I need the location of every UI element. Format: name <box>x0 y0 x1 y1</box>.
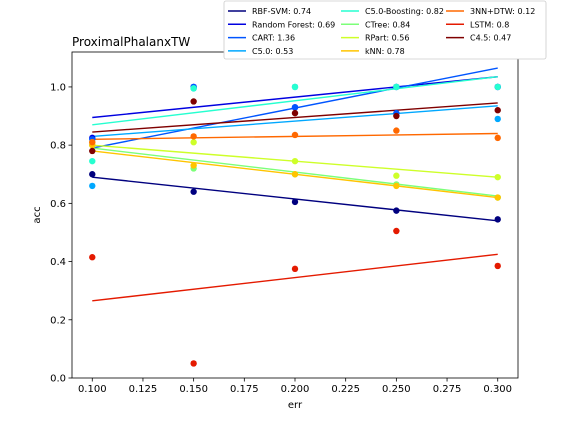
data-point <box>89 139 96 146</box>
data-point <box>494 134 501 142</box>
data-point <box>89 147 96 155</box>
y-axis: 0.0 0.2 0.4 0.6 0.8 1.0 <box>50 82 72 385</box>
plot-area <box>89 67 501 367</box>
x-tick-label: 0.275 <box>433 384 462 395</box>
trend-line <box>92 76 498 126</box>
legend-label: kNN: 0.78 <box>365 47 405 56</box>
data-point <box>291 109 299 117</box>
legend-label: C5.0-Boosting: 0.82 <box>365 7 444 16</box>
trend-line <box>92 102 498 133</box>
data-point <box>494 83 501 91</box>
data-point <box>89 171 96 178</box>
legend-label: RPart: 0.56 <box>365 34 409 43</box>
data-point <box>494 262 501 270</box>
x-axis: 0.100 0.125 0.150 0.175 0.200 0.225 0.250 0.275… <box>78 378 512 395</box>
data-point <box>291 83 299 91</box>
y-tick-label: 0.0 <box>50 374 66 385</box>
legend-label: LSTM: 0.8 <box>470 20 509 29</box>
data-point <box>291 104 299 111</box>
data-point <box>190 85 197 92</box>
x-tick-label: 0.175 <box>230 384 259 395</box>
data-point <box>190 188 197 195</box>
data-point <box>190 139 197 146</box>
data-point <box>494 216 501 223</box>
data-point <box>190 360 197 367</box>
data-point <box>494 173 501 181</box>
x-tick-label: 0.150 <box>179 384 208 395</box>
legend-label: C5.0: 0.53 <box>252 47 293 56</box>
data-point <box>393 112 400 120</box>
data-point <box>393 227 400 235</box>
chart-title: ProximalPhalanxTW <box>72 35 190 49</box>
data-point <box>190 162 197 169</box>
y-axis-label: acc <box>32 206 43 223</box>
data-point <box>494 107 501 114</box>
trend-line <box>92 76 498 119</box>
trend-line <box>92 253 498 302</box>
data-point <box>393 127 400 134</box>
y-tick-label: 0.8 <box>50 141 66 152</box>
data-point <box>494 194 501 201</box>
legend-label: CTree: 0.84 <box>365 20 410 29</box>
x-tick-label: 0.225 <box>331 384 360 395</box>
x-tick-label: 0.300 <box>483 384 512 395</box>
x-tick-label: 0.250 <box>382 384 411 395</box>
data-point <box>291 265 299 273</box>
legend-label: CART: 1.36 <box>252 34 295 43</box>
legend-label: Random Forest: 0.69 <box>252 20 335 29</box>
legend-label: RBF-SVM: 0.74 <box>252 7 311 16</box>
data-point <box>494 115 501 123</box>
y-tick-label: 1.0 <box>50 82 66 93</box>
data-point <box>190 98 197 105</box>
legend: RBF-SVM: 0.74 Random Forest: 0.69 CART: 1.… <box>223 0 547 60</box>
legend-label: C4.5: 0.47 <box>470 34 511 43</box>
trend-line <box>92 105 498 138</box>
data-point <box>291 171 299 178</box>
data-point <box>89 254 96 261</box>
x-tick-label: 0.200 <box>281 384 310 395</box>
x-axis-label: err <box>288 400 303 411</box>
x-tick-label: 0.125 <box>129 384 158 395</box>
legend-frame <box>223 0 547 60</box>
data-point <box>393 83 400 91</box>
legend-label: 3NN+DTW: 0.12 <box>470 7 535 16</box>
data-point <box>89 182 96 190</box>
data-point <box>291 198 299 206</box>
x-tick-label: 0.100 <box>78 384 107 395</box>
data-point <box>291 157 299 165</box>
data-point <box>393 207 400 214</box>
data-point <box>291 131 299 139</box>
data-point <box>190 133 197 140</box>
data-point <box>393 172 400 179</box>
data-point <box>89 157 96 165</box>
data-point <box>393 182 400 190</box>
y-tick-label: 0.6 <box>50 199 66 210</box>
y-tick-label: 0.2 <box>50 315 66 326</box>
y-tick-label: 0.4 <box>50 257 66 268</box>
